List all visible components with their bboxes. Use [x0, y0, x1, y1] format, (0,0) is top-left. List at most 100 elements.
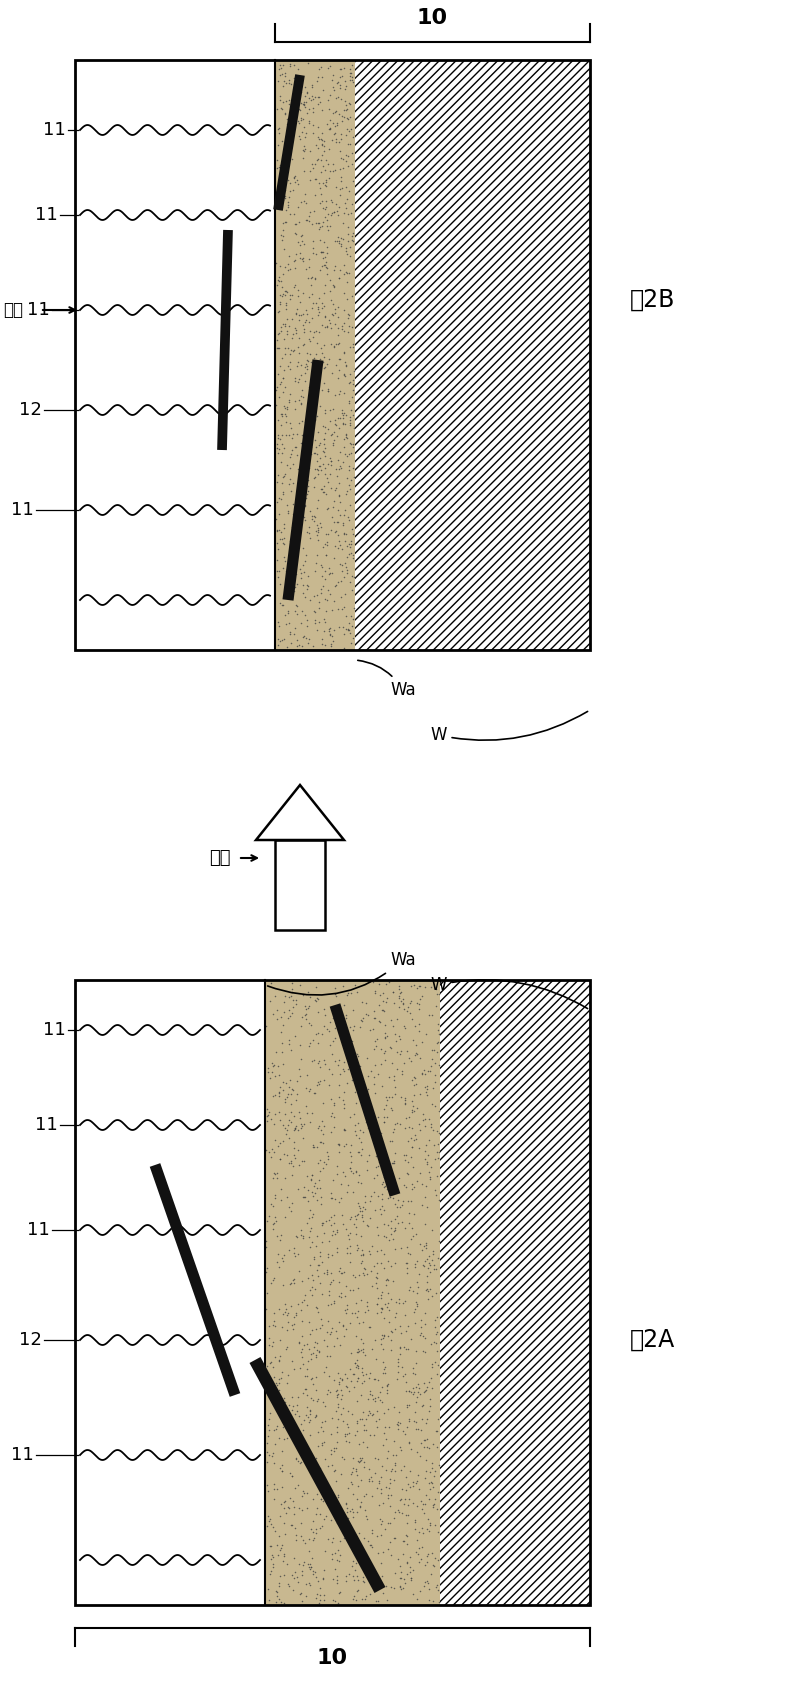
Point	[310, 1135, 323, 1162]
Point	[350, 1351, 363, 1378]
Point	[426, 1283, 438, 1311]
Point	[353, 1138, 366, 1165]
Point	[340, 269, 353, 296]
Point	[366, 1015, 379, 1042]
Point	[310, 984, 323, 1011]
Point	[267, 1052, 280, 1079]
Point	[297, 1552, 310, 1579]
Point	[326, 271, 339, 298]
Point	[378, 1174, 390, 1201]
Point	[343, 59, 356, 86]
Point	[398, 1485, 411, 1512]
Point	[392, 1546, 405, 1573]
Point	[295, 389, 308, 416]
Point	[310, 365, 322, 392]
Point	[279, 558, 292, 585]
Point	[333, 1131, 346, 1158]
Point	[274, 519, 287, 546]
Point	[427, 1491, 440, 1519]
Point	[338, 200, 351, 227]
Point	[295, 1111, 308, 1138]
Point	[280, 408, 293, 435]
Point	[346, 1400, 358, 1427]
Point	[306, 211, 319, 238]
Point	[400, 1561, 413, 1588]
Point	[346, 1261, 359, 1289]
Point	[302, 428, 314, 455]
Point	[410, 1070, 422, 1097]
Point	[374, 1236, 387, 1263]
Point	[406, 1170, 418, 1197]
Point	[288, 396, 301, 423]
Point	[322, 617, 335, 644]
Point	[296, 118, 309, 145]
Point	[349, 1111, 362, 1138]
Point	[383, 1084, 396, 1111]
Point	[383, 969, 396, 996]
Point	[298, 308, 311, 335]
Point	[288, 1234, 301, 1261]
Point	[366, 1382, 378, 1409]
Point	[291, 1067, 304, 1094]
Point	[268, 1449, 281, 1476]
Point	[332, 1405, 345, 1432]
Point	[306, 1204, 318, 1231]
Point	[430, 1321, 442, 1348]
Point	[311, 487, 324, 514]
Point	[314, 174, 327, 201]
Point	[297, 534, 310, 561]
Point	[273, 264, 286, 291]
Point	[342, 1226, 355, 1253]
Point	[417, 1573, 430, 1600]
Point	[328, 118, 341, 145]
Point	[416, 1490, 429, 1517]
Point	[260, 1255, 273, 1282]
Point	[356, 1537, 369, 1564]
Point	[262, 1202, 275, 1229]
Point	[308, 1047, 321, 1074]
Point	[339, 1490, 352, 1517]
Point	[297, 247, 310, 274]
Point	[405, 1097, 418, 1125]
Point	[358, 1449, 371, 1476]
Point	[389, 1174, 402, 1201]
Point	[282, 497, 294, 524]
Point	[327, 1524, 340, 1551]
Point	[282, 1493, 294, 1520]
Point	[402, 1277, 415, 1304]
Point	[420, 1148, 433, 1175]
Point	[288, 1400, 301, 1427]
Point	[294, 1339, 307, 1366]
Point	[430, 1255, 442, 1282]
Point	[375, 1050, 388, 1077]
Point	[270, 335, 283, 362]
Point	[344, 1469, 357, 1497]
Point	[310, 435, 323, 462]
Point	[349, 1349, 362, 1376]
Point	[278, 1388, 291, 1415]
Point	[388, 1214, 401, 1241]
Point	[278, 1561, 290, 1588]
Point	[268, 1158, 281, 1185]
Point	[276, 402, 289, 430]
Point	[322, 150, 334, 178]
Point	[271, 489, 284, 516]
Point	[274, 485, 287, 512]
Point	[304, 1321, 317, 1348]
Point	[367, 1253, 380, 1280]
Point	[265, 1135, 278, 1162]
Point	[296, 222, 309, 249]
Point	[417, 1519, 430, 1546]
Point	[416, 1392, 429, 1419]
Point	[350, 1486, 363, 1513]
Point	[294, 391, 307, 418]
Point	[290, 988, 302, 1015]
Point	[312, 588, 325, 616]
Point	[291, 632, 304, 659]
Point	[411, 1383, 424, 1410]
Point	[427, 1251, 440, 1278]
Point	[378, 1322, 390, 1349]
Point	[310, 147, 323, 174]
Point	[285, 414, 298, 441]
Point	[344, 1206, 357, 1233]
